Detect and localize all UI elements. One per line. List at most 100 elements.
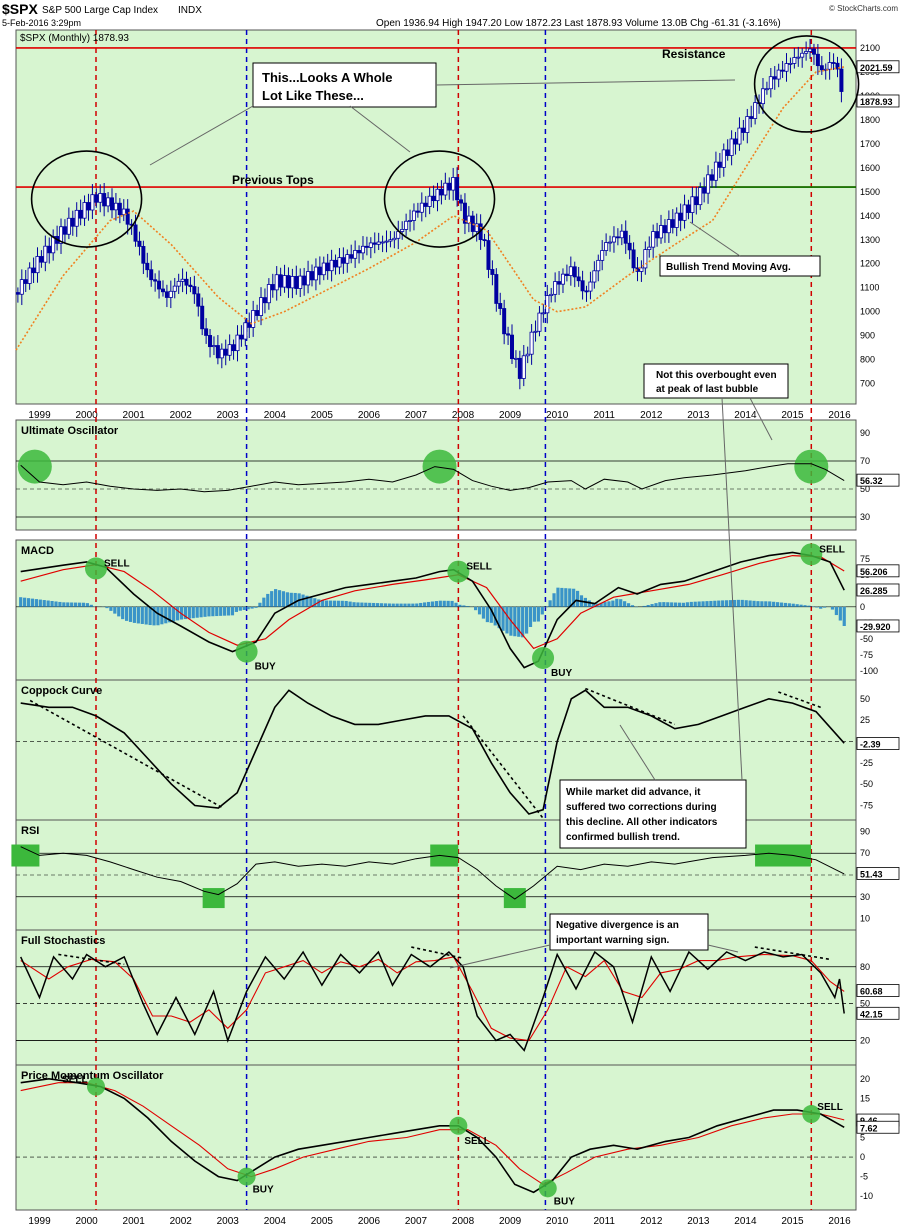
y-tick-label-rsi: 90 <box>860 826 870 836</box>
candle-body <box>584 290 589 293</box>
coppock-trendline-3 <box>778 691 821 709</box>
y-tick-label-coppock: -50 <box>860 779 873 789</box>
candle-body <box>827 62 832 70</box>
candle-body <box>721 149 726 168</box>
candle-body <box>623 230 628 244</box>
symbol-exchange: INDX <box>178 5 202 16</box>
macd-hist-bar <box>58 601 62 607</box>
overbought-box <box>643 363 789 399</box>
coppock-trendline-0 <box>29 699 224 809</box>
macd-hist-bar <box>172 606 176 622</box>
macd-hist-bar <box>89 604 93 607</box>
macd-hist-bar <box>505 606 509 634</box>
macd-hist-tag: -29.920 <box>860 622 891 632</box>
macd-hist-bar <box>783 602 788 607</box>
candle-body <box>553 281 558 295</box>
macd-hist-bar <box>666 602 670 607</box>
macd-hist-bar <box>556 587 560 607</box>
macd-hist-bar <box>674 602 678 607</box>
candle-body <box>337 257 342 268</box>
x-tick-label-2000: 2000 <box>75 1216 98 1227</box>
callout-pointer-2 <box>349 105 411 153</box>
panel-title-price_momentum: Price Momentum Oscillator <box>21 1070 164 1082</box>
x-tick-label-2012: 2012 <box>640 1216 663 1227</box>
stoch-note-line-1: important warning sign. <box>556 935 670 946</box>
x-tick-label-2007: 2007 <box>405 410 428 421</box>
uo-line <box>20 463 845 493</box>
macd-hist-bar <box>662 602 666 607</box>
candle-body <box>580 280 585 292</box>
candle-body <box>698 187 703 206</box>
candle-body <box>498 303 503 309</box>
ohlc-readout: Open 1936.94 High 1947.20 Low 1872.23 La… <box>376 18 781 29</box>
macd-hist-bar <box>372 602 376 607</box>
candle-body <box>349 254 354 259</box>
candle-body <box>47 245 52 254</box>
candle-body <box>294 276 299 289</box>
macd-hist-bar <box>360 602 364 607</box>
candle-body <box>662 225 667 234</box>
candle-body <box>745 116 750 133</box>
macd-hist-bar <box>458 604 462 607</box>
y-tick-label-rsi: 10 <box>860 914 870 924</box>
candle-body <box>353 250 358 259</box>
candle-body <box>137 240 142 247</box>
y-tick-label-price: 1100 <box>860 283 879 293</box>
candle-body <box>717 161 722 168</box>
candle-body <box>486 240 491 270</box>
candle-body <box>753 102 758 119</box>
candle-body <box>537 312 542 332</box>
macd-hist-bar <box>289 592 293 607</box>
candle-body <box>713 161 718 181</box>
macd-hist-bar <box>736 599 740 607</box>
macd-hist-bar <box>375 603 380 607</box>
rsi-high-marker-0 <box>11 844 40 867</box>
pmo-signal-marker-1 <box>237 1167 256 1186</box>
macd-hist-bar <box>721 600 725 607</box>
macd-hist-bar <box>399 603 403 607</box>
candle-body <box>110 197 115 211</box>
macd-hist-bar <box>485 606 489 623</box>
candle-body <box>160 288 165 293</box>
candle-body <box>819 65 824 71</box>
candle-body <box>490 269 495 275</box>
coppock-note-line-0: While market did advance, it <box>566 787 701 798</box>
y-tick-label-ultimate_oscillator: 50 <box>860 484 870 494</box>
macd-hist-bar <box>23 597 27 607</box>
macd-hist-bar <box>250 606 254 609</box>
candle-body <box>788 62 793 65</box>
macd-hist-bar <box>426 601 431 607</box>
macd-hist-bar <box>407 603 411 607</box>
macd-hist-bar <box>819 606 823 609</box>
macd-hist-bar <box>395 603 399 607</box>
candle-body <box>804 51 809 54</box>
y-tick-label-price: 1300 <box>860 235 880 245</box>
macd-hist-bar <box>775 602 780 607</box>
macd-hist-bar <box>156 606 160 626</box>
macd-signal-marker-0 <box>85 557 107 580</box>
candle-body <box>706 174 711 194</box>
macd-hist-bar <box>536 606 540 622</box>
macd-hist-bar <box>219 606 223 616</box>
macd-hist-bar <box>121 606 125 620</box>
macd-hist-tag-box <box>856 619 900 633</box>
candle-body <box>800 52 805 58</box>
candle-body <box>66 217 71 235</box>
x-tick-label-2004: 2004 <box>264 1216 287 1227</box>
macd-value-tag: 26.285 <box>860 586 888 596</box>
macd-hist-bar <box>109 606 113 611</box>
macd-hist-bar <box>415 603 419 607</box>
macd-hist-bar <box>689 601 693 607</box>
candle-body <box>839 68 844 92</box>
candle-body <box>592 270 597 283</box>
macd-hist-bar <box>728 600 733 607</box>
uo-marker-2 <box>794 449 829 484</box>
candle-body <box>125 208 130 225</box>
macd-hist-bar <box>724 600 729 607</box>
pmo-signal-marker-2 <box>449 1116 468 1135</box>
macd-hist-bar <box>685 602 689 607</box>
macd-hist-bar <box>191 606 195 619</box>
x-tick-label-2004: 2004 <box>264 410 287 421</box>
macd-hist-bar <box>411 603 415 607</box>
macd-hist-bar <box>383 603 388 607</box>
